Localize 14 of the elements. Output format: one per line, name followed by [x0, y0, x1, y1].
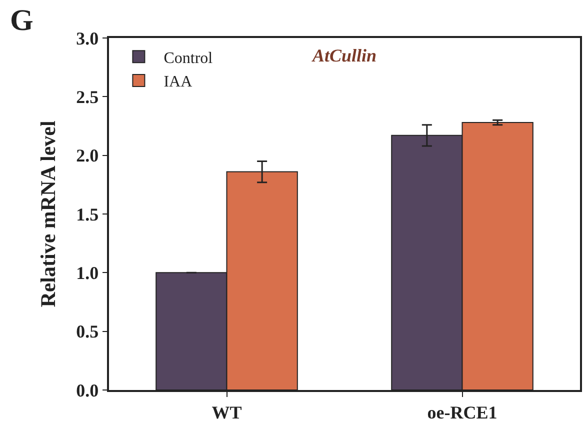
x-tick-label: oe-RCE1 [427, 402, 498, 422]
chart-title: AtCullin [311, 45, 377, 66]
y-tick-label: 0.5 [76, 322, 99, 342]
text: G [10, 4, 34, 37]
y-tick-label: 2.5 [76, 86, 99, 107]
y-tick-label: 3.0 [76, 28, 99, 48]
y-tick-label: 2.0 [76, 146, 99, 166]
y-tick-label: 0.0 [76, 380, 99, 400]
legend-label: Control [164, 50, 214, 67]
y-axis-title: Relative mRNA level [36, 120, 60, 308]
x-tick-label: WT [212, 402, 242, 422]
legend-label: IAA [164, 74, 193, 91]
y-tick-label: 1.5 [76, 204, 99, 224]
y-tick-label: 1.0 [76, 262, 99, 283]
